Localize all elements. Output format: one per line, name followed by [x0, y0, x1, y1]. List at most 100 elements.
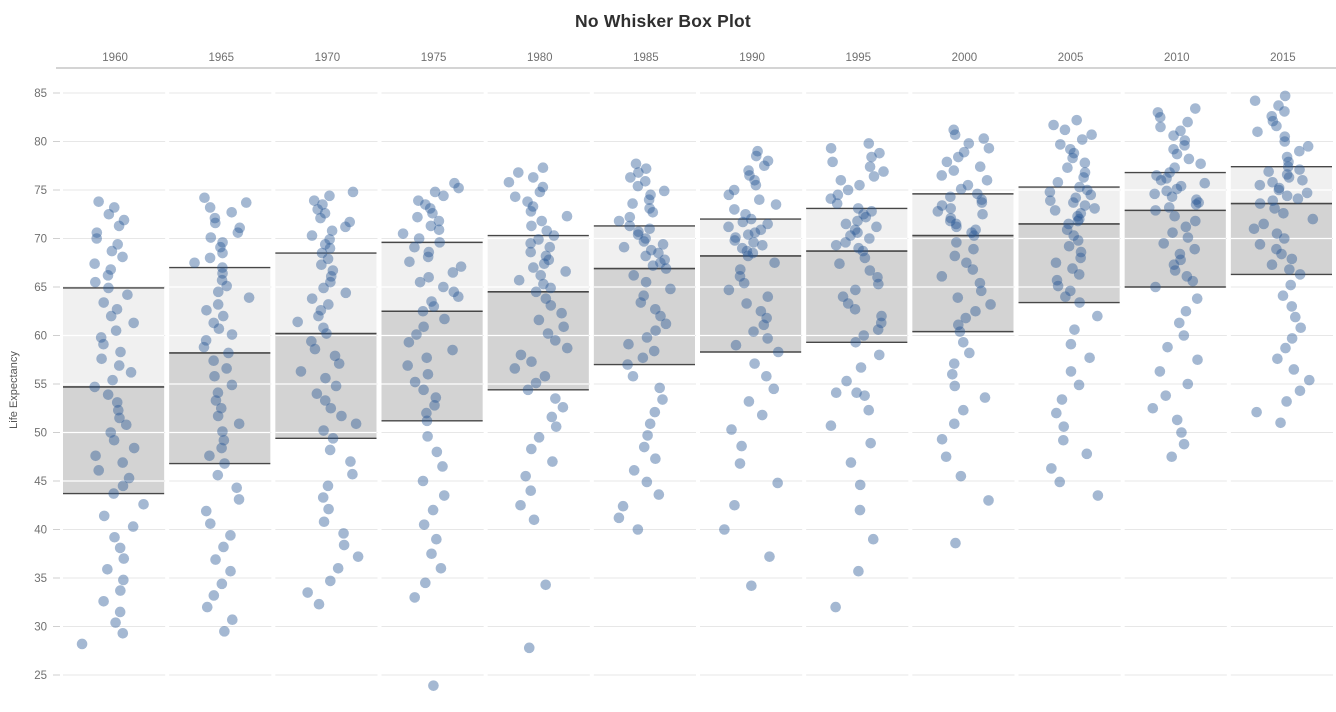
- jitter-dot[interactable]: [860, 211, 872, 223]
- jitter-dot[interactable]: [1049, 205, 1061, 216]
- jitter-dot[interactable]: [112, 239, 123, 250]
- jitter-dot[interactable]: [642, 430, 653, 441]
- jitter-dot[interactable]: [1151, 170, 1162, 181]
- jitter-dot[interactable]: [624, 220, 636, 232]
- jitter-dot[interactable]: [1065, 143, 1076, 155]
- jitter-dot[interactable]: [321, 328, 332, 339]
- jitter-dot[interactable]: [749, 175, 760, 186]
- jitter-dot[interactable]: [1175, 125, 1186, 137]
- jitter-dot[interactable]: [859, 390, 870, 401]
- jitter-dot[interactable]: [1278, 233, 1290, 244]
- jitter-dot[interactable]: [985, 299, 996, 310]
- jitter-dot[interactable]: [741, 298, 752, 309]
- jitter-dot[interactable]: [128, 317, 139, 329]
- jitter-dot[interactable]: [429, 400, 440, 411]
- jitter-dot[interactable]: [540, 250, 552, 262]
- jitter-dot[interactable]: [961, 257, 972, 269]
- jitter-dot[interactable]: [852, 203, 864, 214]
- jitter-dot[interactable]: [426, 296, 437, 307]
- jitter-dot[interactable]: [761, 370, 772, 382]
- year-label[interactable]: 2000: [952, 52, 978, 64]
- jitter-dot[interactable]: [1158, 238, 1170, 249]
- jitter-dot[interactable]: [311, 388, 323, 400]
- jitter-dot[interactable]: [128, 442, 140, 454]
- jitter-dot[interactable]: [1248, 223, 1260, 235]
- jitter-dot[interactable]: [1191, 194, 1202, 205]
- jitter-dot[interactable]: [313, 598, 325, 610]
- jitter-dot[interactable]: [1075, 246, 1087, 258]
- jitter-dot[interactable]: [210, 554, 221, 565]
- jitter-dot[interactable]: [431, 446, 443, 458]
- jitter-dot[interactable]: [1079, 167, 1091, 178]
- jitter-dot[interactable]: [955, 470, 967, 482]
- box-lower-half[interactable]: [806, 251, 908, 343]
- jitter-dot[interactable]: [1171, 148, 1183, 160]
- jitter-dot[interactable]: [412, 211, 423, 223]
- year-label[interactable]: 1975: [421, 52, 447, 64]
- jitter-dot[interactable]: [723, 189, 735, 201]
- jitter-dot[interactable]: [217, 247, 228, 259]
- jitter-dot[interactable]: [837, 291, 849, 303]
- jitter-dot[interactable]: [98, 510, 110, 522]
- jitter-dot[interactable]: [841, 375, 852, 387]
- jitter-dot[interactable]: [729, 204, 740, 215]
- jitter-dot[interactable]: [319, 207, 331, 219]
- jitter-dot[interactable]: [858, 208, 869, 220]
- jitter-dot[interactable]: [851, 387, 862, 399]
- jitter-dot[interactable]: [123, 472, 135, 484]
- jitter-dot[interactable]: [425, 220, 437, 232]
- jitter-dot[interactable]: [643, 194, 655, 205]
- jitter-dot[interactable]: [867, 533, 879, 545]
- jitter-dot[interactable]: [117, 251, 128, 263]
- jitter-dot[interactable]: [975, 285, 987, 297]
- jitter-dot[interactable]: [876, 310, 887, 322]
- jitter-dot[interactable]: [1155, 121, 1166, 133]
- jitter-dot[interactable]: [633, 226, 644, 238]
- jitter-dot[interactable]: [316, 247, 328, 259]
- jitter-dot[interactable]: [950, 218, 962, 230]
- jitter-dot[interactable]: [1182, 116, 1193, 128]
- jitter-dot[interactable]: [1281, 190, 1293, 202]
- jitter-dot[interactable]: [98, 595, 109, 607]
- jitter-dot[interactable]: [1059, 124, 1071, 136]
- box-upper-half[interactable]: [593, 225, 695, 269]
- jitter-dot[interactable]: [114, 542, 126, 554]
- jitter-dot[interactable]: [850, 336, 861, 348]
- jitter-dot[interactable]: [550, 421, 562, 432]
- jitter-dot[interactable]: [655, 257, 666, 269]
- jitter-dot[interactable]: [448, 286, 460, 298]
- jitter-dot[interactable]: [1162, 341, 1173, 353]
- jitter-dot[interactable]: [854, 504, 866, 516]
- jitter-dot[interactable]: [963, 138, 975, 149]
- jitter-dot[interactable]: [854, 179, 865, 191]
- jitter-dot[interactable]: [423, 246, 435, 258]
- jitter-dot[interactable]: [638, 290, 650, 302]
- jitter-dot[interactable]: [647, 207, 659, 218]
- jitter-dot[interactable]: [215, 241, 226, 253]
- jitter-dot[interactable]: [556, 307, 567, 319]
- jitter-dot[interactable]: [525, 485, 537, 497]
- jitter-dot[interactable]: [845, 230, 856, 241]
- box-lower-half[interactable]: [1018, 223, 1120, 303]
- jitter-dot[interactable]: [315, 212, 326, 224]
- year-label[interactable]: 1980: [527, 52, 553, 64]
- jitter-dot[interactable]: [1171, 414, 1183, 426]
- jitter-dot[interactable]: [970, 305, 981, 317]
- jitter-dot[interactable]: [952, 151, 964, 163]
- jitter-dot[interactable]: [216, 578, 228, 590]
- jitter-dot[interactable]: [98, 338, 109, 350]
- jitter-dot[interactable]: [1161, 173, 1172, 184]
- jitter-dot[interactable]: [347, 468, 358, 480]
- jitter-dot[interactable]: [1278, 207, 1289, 219]
- jitter-dot[interactable]: [338, 539, 350, 551]
- jitter-dot[interactable]: [660, 263, 672, 274]
- jitter-dot[interactable]: [638, 441, 650, 453]
- jitter-dot[interactable]: [544, 241, 556, 253]
- jitter-dot[interactable]: [649, 406, 661, 418]
- jitter-dot[interactable]: [1161, 185, 1173, 197]
- jitter-dot[interactable]: [970, 224, 981, 236]
- jitter-dot[interactable]: [743, 165, 754, 176]
- jitter-dot[interactable]: [105, 427, 117, 438]
- jitter-dot[interactable]: [730, 339, 742, 351]
- jitter-dot[interactable]: [208, 355, 219, 367]
